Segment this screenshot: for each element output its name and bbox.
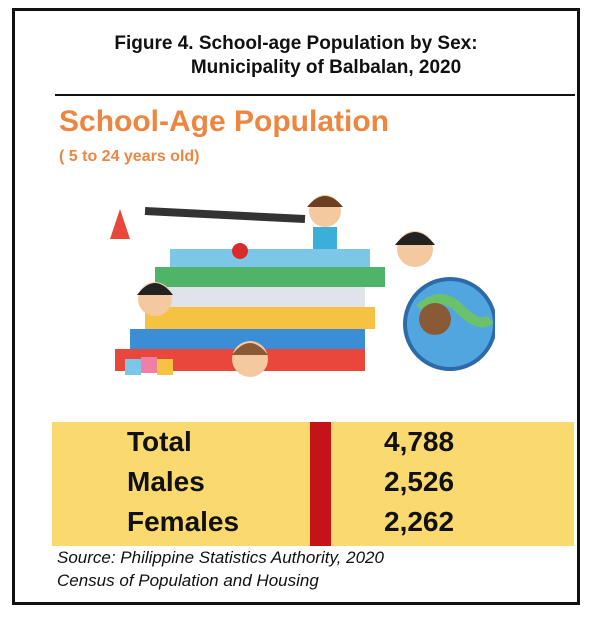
row-label: Total xyxy=(127,426,192,457)
row-value: 2,262 xyxy=(384,506,455,537)
title-line: Municipality of Balbalan, 2020 xyxy=(190,57,462,78)
heading: School-Age Population xyxy=(59,105,389,138)
row-label: Males xyxy=(127,466,205,497)
row-label: Females xyxy=(127,506,240,537)
row-value: 2,526 xyxy=(384,466,455,497)
subheading: ( 5 to 24 years old) xyxy=(59,148,200,165)
illustration xyxy=(110,195,495,377)
stats-table: Total 4,788 Males 2,526 Females 2,262 xyxy=(52,422,574,546)
infographic-card: Figure 4. School-age Population by Sex: … xyxy=(12,8,580,605)
source: Source: Philippine Statistics Authority,… xyxy=(57,548,384,567)
title-line: Figure 4. School-age Population by Sex: xyxy=(114,33,478,54)
row-value: 4,788 xyxy=(384,426,455,457)
divider-bar xyxy=(310,422,331,546)
source: Census of Population and Housing xyxy=(57,571,319,590)
divider xyxy=(55,94,575,96)
